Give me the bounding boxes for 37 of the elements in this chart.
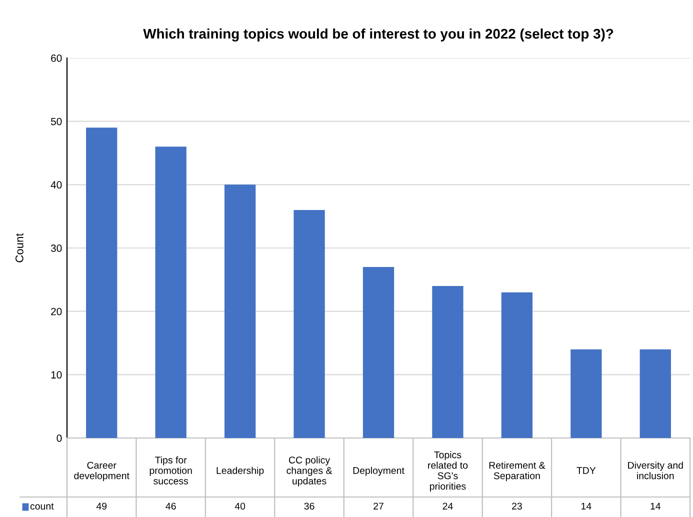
x-tick-label: Diversity and inclusion bbox=[628, 462, 683, 480]
data-label: 36 bbox=[304, 502, 314, 510]
bar bbox=[155, 146, 186, 438]
x-tick-label: CC policy changes & updates bbox=[286, 456, 332, 486]
data-label: 27 bbox=[374, 502, 384, 510]
bar bbox=[224, 184, 256, 438]
bar bbox=[432, 286, 464, 438]
x-tick-label: Deployment bbox=[353, 466, 404, 476]
bar bbox=[362, 267, 394, 438]
x-tick-label: Tips for promotion success bbox=[150, 456, 192, 484]
chart-title: Which training topics would be of interest to you in 2022 (select top 3)? bbox=[143, 28, 614, 42]
y-tick-label: 50 bbox=[50, 118, 62, 126]
x-tick-label: Topics related to SG's priorities bbox=[428, 451, 468, 492]
y-tick-label: 0 bbox=[56, 434, 62, 442]
bar bbox=[640, 349, 671, 438]
y-tick-label: 30 bbox=[50, 244, 62, 252]
y-tick-label: 40 bbox=[50, 181, 62, 189]
y-tick-label: 20 bbox=[51, 308, 62, 316]
bar bbox=[86, 128, 118, 438]
data-label: 24 bbox=[442, 502, 453, 510]
y-axis-title: Count bbox=[15, 233, 24, 262]
bar bbox=[294, 210, 325, 438]
x-tick-label: Leadership bbox=[216, 466, 264, 476]
y-tick-label: 10 bbox=[51, 371, 62, 379]
bar bbox=[570, 349, 602, 438]
data-label: 14 bbox=[650, 502, 661, 510]
y-tick-label: 60 bbox=[51, 54, 62, 62]
legend-label: count bbox=[30, 503, 54, 510]
x-tick-label: Career development bbox=[74, 462, 130, 482]
data-label: 14 bbox=[582, 502, 592, 510]
data-label: 46 bbox=[166, 502, 176, 510]
data-label: 23 bbox=[512, 502, 522, 510]
x-tick-label: TDY bbox=[576, 467, 596, 474]
x-tick-label: Retirement & Separation bbox=[489, 462, 546, 482]
bar bbox=[501, 292, 533, 438]
data-label: 40 bbox=[234, 502, 246, 510]
data-label: 49 bbox=[96, 502, 107, 510]
